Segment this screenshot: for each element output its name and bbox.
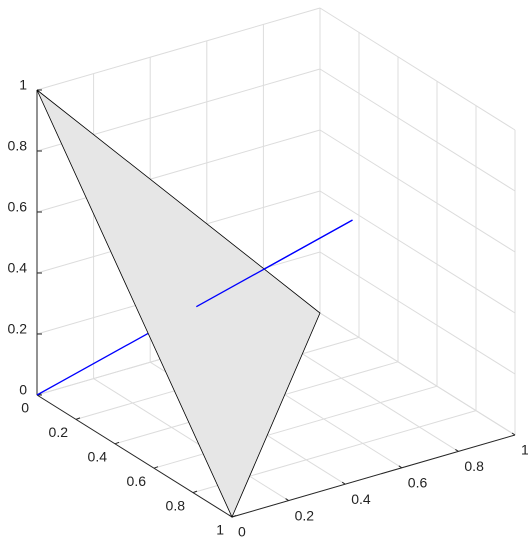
grid-line xyxy=(153,385,438,469)
y-tick-label: 0 xyxy=(238,524,246,540)
y-tick xyxy=(285,498,289,502)
grid-line xyxy=(319,190,516,314)
x-tick-label: 1 xyxy=(216,522,224,538)
grid-line xyxy=(36,7,321,91)
x-tick-label: 0.2 xyxy=(49,424,69,440)
grid-line xyxy=(93,378,289,502)
grid-line xyxy=(36,129,321,213)
y-tick-label: 0.8 xyxy=(464,458,484,474)
x-tick-label: 0.4 xyxy=(88,449,108,465)
y-tick-label: 0.2 xyxy=(295,507,315,523)
y-tick xyxy=(455,448,459,452)
x-tick xyxy=(153,466,159,469)
x-tick-label: 0.6 xyxy=(127,473,147,489)
y-tick-label: 0.6 xyxy=(408,475,428,491)
x-tick-label: 0 xyxy=(21,400,29,416)
y-tick xyxy=(511,432,516,436)
z-tick-label: 0.4 xyxy=(8,260,28,276)
grid-line xyxy=(319,251,516,375)
z-tick-label: 1 xyxy=(19,77,27,93)
grid-line xyxy=(319,7,516,131)
grid-line xyxy=(319,68,516,192)
grid-line xyxy=(319,312,516,436)
y-tick xyxy=(341,481,346,485)
z-tick-label: 0.2 xyxy=(8,321,28,337)
surface xyxy=(36,89,321,518)
z-tick-label: 0.6 xyxy=(8,199,28,215)
x-tick-label: 0.8 xyxy=(166,497,186,513)
x-tick xyxy=(192,490,198,494)
z-tick-label: 0.8 xyxy=(8,138,28,154)
line-front xyxy=(196,219,353,308)
grid-line xyxy=(319,129,516,253)
x-axis xyxy=(36,394,233,518)
z-tick-label: 0 xyxy=(19,382,27,398)
x-tick xyxy=(114,441,120,445)
x-tick xyxy=(75,417,81,420)
y-tick-label: 1 xyxy=(521,442,528,458)
x-tick xyxy=(231,515,237,518)
y-tick-label: 0.4 xyxy=(351,491,371,507)
y-axis xyxy=(231,434,516,518)
y-tick xyxy=(398,465,403,469)
